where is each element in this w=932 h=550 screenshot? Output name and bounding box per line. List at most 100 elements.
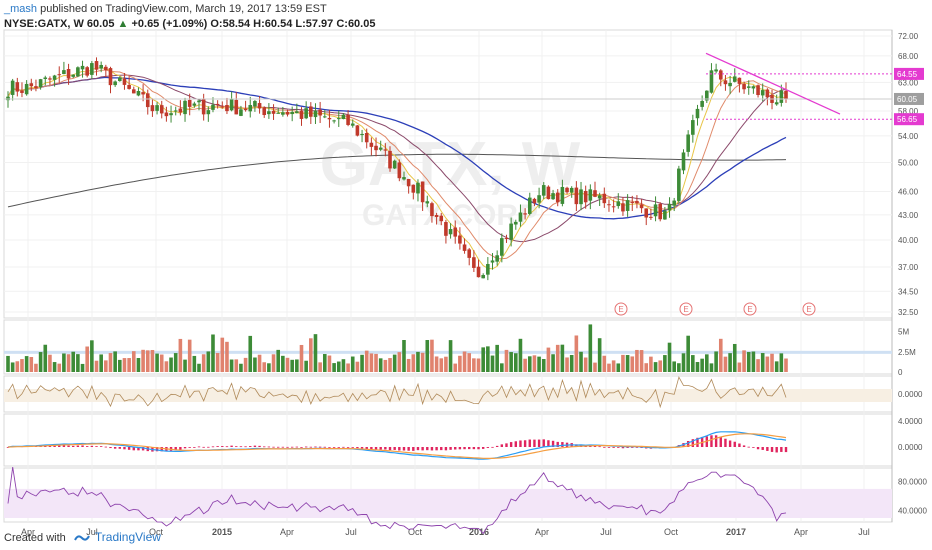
y-tick-label: 43.00: [898, 211, 919, 220]
candle-body: [714, 69, 718, 72]
candle-body: [551, 193, 555, 200]
macd-hist-bar: [328, 447, 331, 448]
macd-hist-bar: [202, 446, 205, 448]
macd-hist-bar: [458, 447, 462, 450]
candle-body: [728, 82, 732, 87]
volume-bar: [350, 356, 355, 372]
candle-body: [85, 67, 89, 76]
candle-body: [322, 116, 327, 118]
candle-body: [681, 152, 686, 171]
macd-hist-bar: [486, 447, 490, 448]
candle-body: [299, 110, 304, 119]
candle-body: [318, 109, 322, 116]
candle-body: [346, 114, 350, 125]
price-label: 56.65: [897, 115, 918, 124]
volume-bar: [611, 360, 616, 372]
macd-hist-bar: [384, 447, 387, 450]
candle-body: [476, 266, 481, 278]
y-tick-label: 32.50: [898, 308, 919, 317]
volume-bar: [201, 354, 206, 372]
candle-body: [397, 162, 402, 179]
candle-body: [416, 182, 420, 194]
macd-hist-bar: [370, 447, 373, 450]
macd-hist-bar: [300, 447, 303, 448]
candle-body: [527, 197, 532, 214]
volume-bar: [742, 350, 746, 372]
macd-hist-bar: [686, 440, 690, 447]
volume-bar: [122, 358, 127, 372]
ohlc-values: O:58.54 H:60.54 L:57.97 C:60.05: [210, 18, 376, 30]
candle-body: [234, 99, 239, 115]
volume-bar: [486, 346, 490, 372]
volume-bar: [48, 354, 52, 372]
candle-body: [569, 187, 574, 193]
ma-200-line: [7, 153, 787, 208]
volume-bar: [751, 351, 756, 372]
publication-info: _mash published on TradingView.com, Marc…: [4, 2, 327, 16]
volume-bar: [723, 356, 728, 372]
candle-body: [350, 123, 355, 126]
volume-bar: [691, 355, 695, 372]
author-link[interactable]: _mash: [4, 3, 38, 15]
candle-body: [225, 105, 229, 112]
volume-bar: [43, 344, 48, 372]
candle-body: [625, 200, 630, 211]
macd-hist-bar: [342, 446, 345, 448]
volume-bar: [737, 362, 742, 372]
volume-bar: [495, 344, 499, 372]
rsi-line: [7, 467, 787, 535]
macd-hist-bar: [207, 446, 210, 448]
x-tick-label: Apr: [794, 527, 808, 537]
macd-hist-bar: [626, 447, 629, 448]
macd-hist-bar: [193, 447, 196, 448]
x-tick-label: Oct: [408, 527, 423, 537]
price-change: +0.65 (+1.09%): [131, 18, 208, 30]
macd-hist-bar: [53, 445, 56, 447]
volume-bar: [355, 361, 360, 372]
volume-bar: [700, 358, 704, 372]
candle-body: [113, 81, 117, 86]
candle-body: [364, 132, 369, 143]
y-tick-label: 40.00: [898, 236, 919, 245]
candle-body: [420, 181, 425, 203]
brand-name[interactable]: TradingView: [94, 530, 161, 544]
volume-tick-label: 2.5M: [898, 348, 916, 357]
candle-body: [695, 108, 700, 119]
candle-body: [481, 274, 485, 279]
candle-body: [490, 260, 495, 263]
candle-body: [523, 213, 527, 215]
candle-body: [369, 142, 374, 147]
price-label-box: [894, 92, 924, 105]
earnings-label: E: [618, 305, 623, 314]
y-tick-label: 63.00: [898, 78, 919, 87]
earnings-marker: [679, 302, 693, 316]
macd-hist-bar: [477, 447, 480, 450]
last-price: 60.05: [86, 18, 115, 30]
candle-body: [122, 78, 127, 85]
price-label: 64.55: [897, 70, 918, 79]
candle-body: [406, 178, 411, 187]
volume-bar: [309, 338, 313, 372]
volume-bar: [718, 338, 723, 372]
x-tick-label: Jul: [345, 527, 357, 537]
y-tick-label: 54.00: [898, 132, 919, 141]
volume-bar: [136, 358, 141, 372]
candle-body: [271, 110, 276, 114]
candle-body: [583, 190, 588, 203]
macd-hist-bar: [537, 439, 541, 447]
volume-bar: [374, 353, 378, 372]
candle-body: [94, 61, 99, 70]
macd-hist-bar: [99, 446, 103, 447]
volume-bar: [192, 355, 197, 372]
volume-bar: [34, 363, 38, 372]
candle-body: [20, 90, 24, 93]
x-tick-label: Oct: [664, 527, 679, 537]
candle-body: [34, 86, 38, 89]
macd-hist-bar: [295, 446, 299, 448]
macd-hist-bar: [318, 446, 322, 448]
volume-bar: [458, 355, 462, 372]
volume-bar: [500, 363, 504, 372]
candle-body: [509, 223, 513, 240]
macd-hist-bar: [728, 440, 732, 447]
